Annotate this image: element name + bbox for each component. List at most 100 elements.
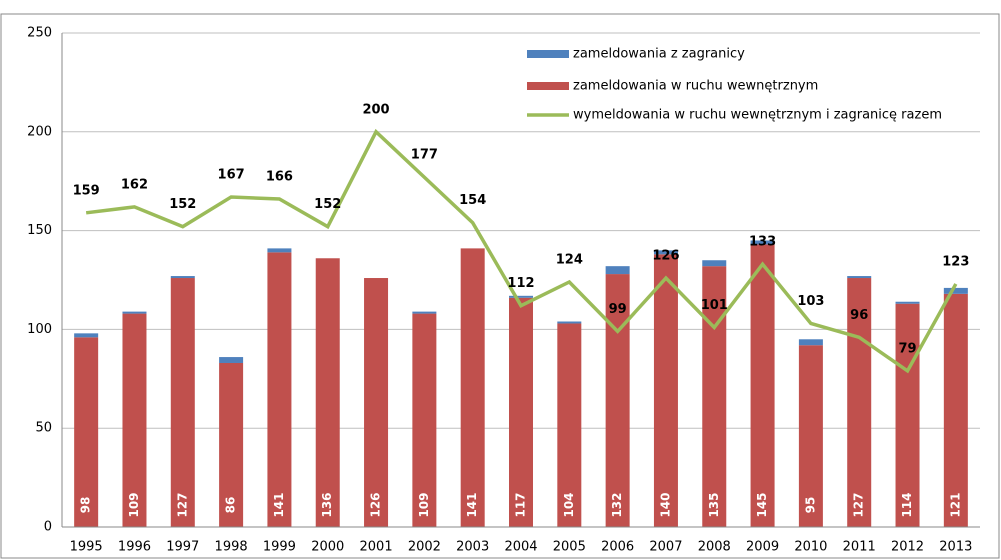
line-value-label: 123	[942, 254, 969, 269]
bar-segment	[267, 248, 292, 253]
line-value-label: 133	[749, 235, 776, 250]
bar-segment	[750, 244, 775, 527]
bar-segment	[122, 313, 147, 527]
line-value-label: 152	[314, 197, 341, 212]
bar-segment	[895, 303, 920, 527]
bar-total-label: 132	[610, 492, 624, 517]
x-tick-label: 2001	[360, 540, 393, 555]
line-value-label: 177	[411, 148, 438, 163]
line-value-label: 101	[701, 298, 728, 313]
line-value-label: 166	[266, 169, 293, 184]
bar-total-label: 109	[417, 492, 431, 517]
bar-total-label: 117	[514, 492, 528, 517]
line-value-label: 167	[218, 168, 245, 183]
bar-total-label: 140	[658, 492, 672, 517]
bar-total-label: 141	[272, 492, 286, 517]
bar-segment	[798, 345, 823, 527]
bar-segment	[653, 250, 678, 255]
line	[85, 128, 958, 374]
bar-segment	[509, 295, 533, 298]
bar-segment	[122, 311, 147, 314]
x-tick-label: 2000	[311, 540, 344, 555]
x-tick-label: 2011	[843, 540, 876, 555]
legend-label: zameldowania w ruchu wewnętrznym	[573, 79, 818, 94]
legend-swatch	[527, 50, 569, 58]
bar-segment	[557, 323, 582, 527]
bar-segment	[170, 276, 195, 279]
bar-segment	[798, 339, 823, 346]
x-tick-label: 1997	[166, 540, 199, 555]
bar-total-label: 114	[900, 492, 914, 517]
x-tick-label: 2004	[504, 540, 537, 555]
x-tick-label: 2005	[553, 540, 586, 555]
y-tick-label: 200	[27, 124, 52, 139]
line-value-label: 159	[73, 183, 100, 198]
legend-label: zameldowania z zagranicy	[573, 47, 745, 62]
x-tick-label: 1998	[215, 540, 248, 555]
bar-total-label: 109	[127, 492, 141, 517]
line-value-label: 126	[652, 249, 679, 264]
bar-segment	[412, 311, 437, 314]
line-value-label: 162	[121, 177, 148, 192]
x-tick-label: 2009	[746, 540, 779, 555]
bar-segment	[895, 301, 920, 304]
line-value-label: 154	[459, 193, 486, 208]
bar-total-label: 141	[465, 492, 479, 517]
x-tick-label: 1996	[118, 540, 151, 555]
bar-segment	[702, 266, 727, 527]
bar-segment	[219, 362, 244, 527]
bar-total-label: 98	[79, 497, 93, 514]
legend-swatch	[527, 82, 569, 90]
bar-segment	[750, 240, 775, 245]
bar-total-label: 95	[803, 497, 817, 514]
bar-total-label: 127	[852, 492, 866, 517]
y-tick-label: 50	[35, 421, 52, 436]
x-tick-label: 2006	[601, 540, 634, 555]
y-tick-label: 250	[27, 26, 52, 41]
x-tick-label: 2010	[794, 540, 827, 555]
bar-segment	[557, 321, 582, 324]
bar-total-label: 86	[224, 497, 238, 514]
line-value-label: 99	[609, 302, 627, 317]
line-value-label: 112	[507, 276, 534, 291]
line-value-label: 152	[169, 197, 196, 212]
line-value-label: 79	[898, 341, 916, 356]
bar-total-label: 127	[175, 492, 189, 517]
bar-segment	[74, 333, 99, 338]
x-tick-label: 2007	[649, 540, 682, 555]
bar-segment	[219, 357, 244, 363]
bar-segment	[74, 337, 99, 527]
bar-total-label: 121	[948, 492, 962, 517]
bar-segment	[364, 278, 389, 527]
line-value-label: 103	[797, 294, 824, 309]
bar-total-label: 104	[562, 492, 576, 517]
y-tick-label: 0	[44, 520, 52, 535]
x-tick-label: 2002	[408, 540, 441, 555]
bar-segment	[847, 276, 872, 279]
line-value-label: 200	[362, 102, 389, 117]
x-tick-label: 2012	[891, 540, 924, 555]
bar-total-label: 126	[369, 492, 383, 517]
bar-total-label: 136	[320, 492, 334, 517]
chart-frame	[0, 13, 1000, 559]
line-value-label: 124	[556, 252, 583, 267]
x-tick-label: 2008	[698, 540, 731, 555]
bar-segment	[943, 287, 968, 294]
y-tick-label: 100	[27, 322, 52, 337]
y-tick-label: 150	[27, 223, 52, 238]
bar-segment	[315, 258, 340, 527]
bar-segment	[460, 248, 485, 527]
bar-segment	[847, 278, 872, 527]
x-tick-label: 1999	[263, 540, 296, 555]
x-tick-label: 2013	[939, 540, 972, 555]
bar-total-label: 135	[707, 492, 721, 517]
bar-segment	[170, 278, 195, 527]
bar-segment	[509, 297, 533, 527]
x-tick-label: 2003	[456, 540, 489, 555]
bar-total-label: 145	[755, 492, 769, 517]
legend-label: wymeldowania w ruchu wewnętrznym i zagra…	[573, 108, 942, 123]
bar-segment	[943, 293, 968, 527]
x-tick-label: 1995	[70, 540, 103, 555]
bar-segment	[605, 274, 630, 527]
